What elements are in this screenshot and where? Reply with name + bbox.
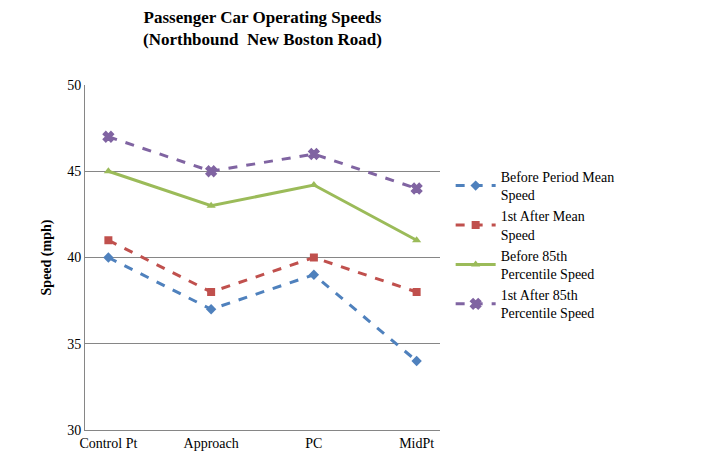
svg-text:Control Pt: Control Pt [79,436,137,451]
svg-text:45: 45 [67,164,81,179]
svg-text:35: 35 [67,337,81,352]
svg-text:40: 40 [67,250,81,265]
svg-text:Speed (mph): Speed (mph) [39,219,55,295]
svg-text:1st After 85thPercentile Speed: 1st After 85thPercentile Speed [501,288,595,321]
svg-text:Before Period MeanSpeed: Before Period MeanSpeed [501,170,615,203]
svg-text:Approach: Approach [184,436,239,451]
svg-text:Before 85thPercentile Speed: Before 85thPercentile Speed [501,249,595,282]
svg-text:50: 50 [67,78,81,93]
svg-text:PC: PC [305,436,322,451]
svg-text:1st After MeanSpeed: 1st After MeanSpeed [501,209,585,242]
svg-text:Passenger Car Operating Speeds: Passenger Car Operating Speeds(Northboun… [143,8,382,49]
svg-text:MidPt: MidPt [399,436,434,451]
svg-text:30: 30 [67,423,81,438]
